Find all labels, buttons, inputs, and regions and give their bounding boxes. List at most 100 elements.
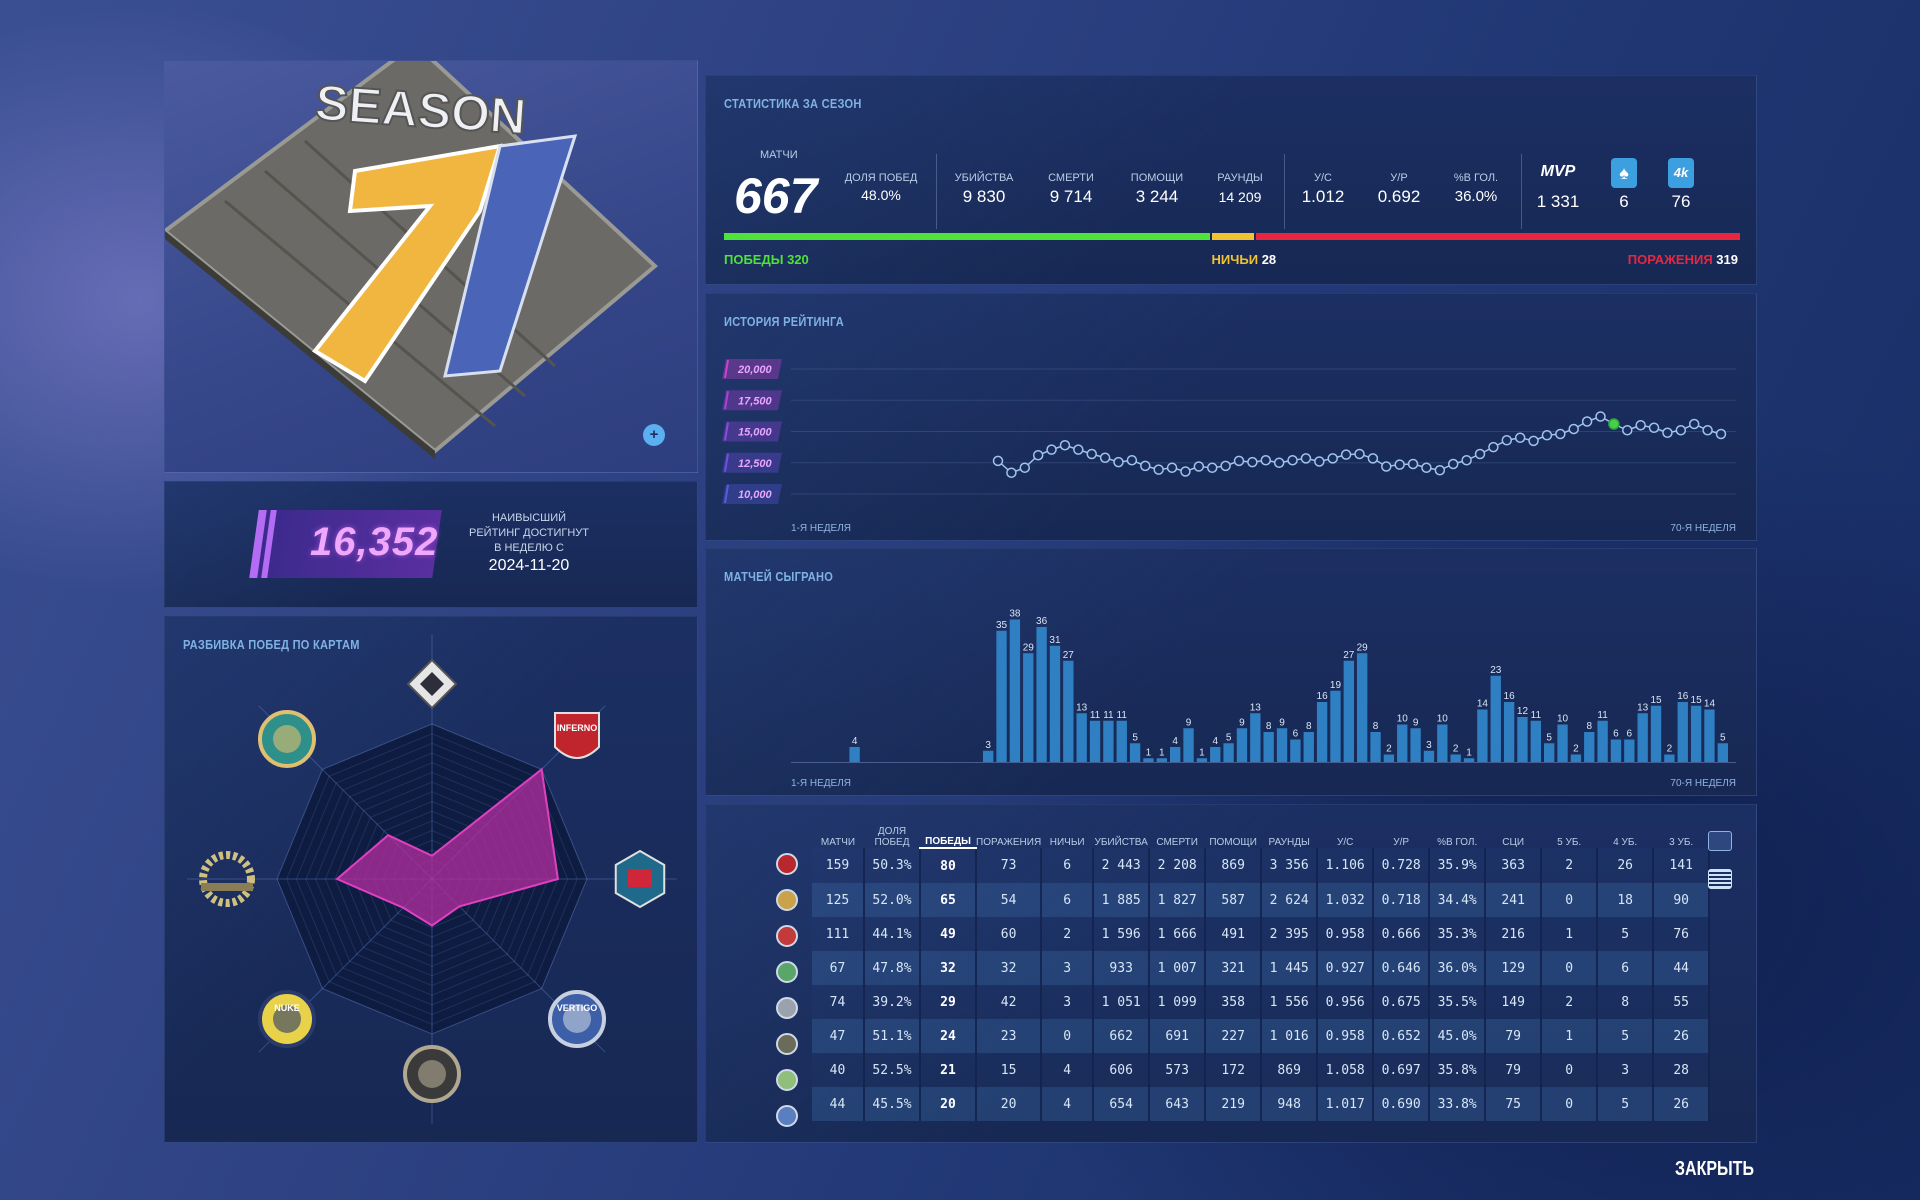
rating-point[interactable] <box>1648 422 1660 433</box>
matches-bar[interactable] <box>1103 720 1114 762</box>
matches-bar[interactable] <box>1677 702 1688 762</box>
rating-point[interactable] <box>1568 423 1579 435</box>
matches-bar[interactable] <box>1330 690 1341 762</box>
rating-point[interactable] <box>1662 427 1673 438</box>
matches-bar[interactable] <box>1490 675 1501 762</box>
matches-bar[interactable] <box>1570 754 1582 763</box>
matches-bar[interactable] <box>1370 732 1381 762</box>
matches-bar[interactable] <box>1597 720 1608 762</box>
rating-point[interactable] <box>1340 449 1352 460</box>
rating-point[interactable] <box>1059 440 1071 451</box>
column-header[interactable]: 3 УБ. <box>1669 837 1694 848</box>
rating-point[interactable] <box>1247 456 1258 468</box>
column-header[interactable]: 4 УБ. <box>1613 837 1638 848</box>
rating-point[interactable] <box>992 455 1004 467</box>
table-row[interactable]: 47 51.1% 24 23 0 662 691 227 1 016 0.958 0.652 45.0… <box>812 1019 1711 1053</box>
matches-bar[interactable] <box>983 750 994 762</box>
matches-bar[interactable] <box>1009 619 1021 763</box>
matches-bar[interactable] <box>1263 732 1274 762</box>
matches-bar[interactable] <box>1076 713 1087 762</box>
rating-point[interactable] <box>1461 455 1472 466</box>
column-header[interactable]: ПОРАЖЕНИЯ <box>976 837 1042 848</box>
table-row[interactable]: 111 44.1% 49 60 2 1 596 1 666 491 2 395 0.958 0.66… <box>812 917 1711 951</box>
matches-bar[interactable] <box>1717 743 1728 762</box>
matches-bar[interactable] <box>1210 747 1221 762</box>
rating-point[interactable] <box>1501 435 1513 446</box>
rating-point[interactable] <box>1581 416 1593 427</box>
rating-point[interactable] <box>1314 456 1325 467</box>
rating-point[interactable] <box>1434 465 1446 476</box>
matches-bar[interactable] <box>1143 758 1154 762</box>
rating-point[interactable] <box>1622 425 1633 436</box>
table-row[interactable]: 74 39.2% 29 42 3 1 051 1 099 358 1 556 0.956 0.675… <box>812 985 1711 1019</box>
column-header[interactable]: РАУНДЫ <box>1268 837 1310 848</box>
matches-bar[interactable] <box>1517 717 1528 762</box>
rating-point[interactable] <box>1113 456 1124 468</box>
rating-point[interactable] <box>1447 458 1459 470</box>
rating-point[interactable] <box>1233 455 1245 467</box>
rating-point[interactable] <box>1166 462 1178 473</box>
column-header[interactable]: У/С <box>1336 837 1354 848</box>
matches-bar[interactable] <box>1036 627 1047 762</box>
matches-bar[interactable] <box>1557 724 1568 763</box>
rating-point[interactable] <box>1153 464 1164 475</box>
matches-bar[interactable] <box>1544 743 1555 762</box>
rating-point[interactable] <box>1099 452 1111 463</box>
rating-point[interactable] <box>1019 462 1031 473</box>
matches-bar[interactable] <box>1450 754 1461 763</box>
rating-point[interactable] <box>1046 444 1057 455</box>
rating-point[interactable] <box>1300 453 1312 464</box>
matches-bar[interactable] <box>996 630 1007 762</box>
rating-point[interactable] <box>1702 425 1713 436</box>
matches-bar[interactable] <box>1316 702 1328 762</box>
rating-point[interactable] <box>1006 467 1017 478</box>
rating-point[interactable] <box>1715 428 1727 440</box>
rating-point[interactable] <box>1675 425 1687 436</box>
matches-bar[interactable] <box>1477 709 1488 763</box>
rating-point[interactable] <box>1086 448 1097 460</box>
table-row[interactable]: 44 45.5% 20 20 4 654 643 219 948 1.017 0.690 33.8% 7… <box>812 1087 1711 1121</box>
close-button[interactable]: ЗАКРЫТЬ <box>1675 1158 1754 1180</box>
table-row[interactable]: 159 50.3% 80 73 6 2 443 2 208 869 3 356 1.106 0.72… <box>812 848 1711 883</box>
rating-point[interactable] <box>1193 461 1205 472</box>
matches-bar[interactable] <box>1530 720 1541 762</box>
column-header[interactable]: НИЧЬИ <box>1049 837 1085 848</box>
column-header[interactable]: МАТЧИ <box>820 837 856 848</box>
matches-bar[interactable] <box>1664 754 1675 763</box>
rating-point[interactable] <box>1140 460 1151 472</box>
rating-point-peak[interactable] <box>1608 418 1620 430</box>
matches-bar[interactable] <box>1610 739 1622 763</box>
compact-view-button[interactable] <box>1708 831 1732 851</box>
matches-bar[interactable] <box>1650 705 1662 762</box>
matches-bar[interactable] <box>1156 758 1167 762</box>
column-header[interactable]: СМЕРТИ <box>1156 837 1198 848</box>
matches-bar[interactable] <box>1290 739 1301 763</box>
table-row[interactable]: 67 47.8% 32 32 3 933 1 007 321 1 445 0.927 0.646 36… <box>812 951 1711 985</box>
matches-bar[interactable] <box>1397 724 1408 763</box>
matches-bar[interactable] <box>1357 653 1368 762</box>
rating-point[interactable] <box>1541 430 1553 441</box>
rating-point[interactable] <box>1688 418 1700 430</box>
matches-bar[interactable] <box>1236 728 1248 762</box>
rating-point[interactable] <box>1273 457 1285 468</box>
column-header[interactable]: УБИЙСТВА <box>1094 837 1148 848</box>
rating-point[interactable] <box>1180 466 1191 477</box>
matches-bar[interactable] <box>1196 758 1208 762</box>
rating-point[interactable] <box>1073 444 1084 455</box>
rating-point[interactable] <box>1206 462 1218 473</box>
matches-bar[interactable] <box>1170 747 1181 762</box>
matches-bar[interactable] <box>849 747 860 762</box>
column-header[interactable]: СЦИ <box>1502 837 1525 848</box>
matches-bar[interactable] <box>1343 660 1354 762</box>
matches-bar[interactable] <box>1437 724 1448 763</box>
matches-bar[interactable] <box>1410 728 1421 762</box>
rating-point[interactable] <box>1126 455 1138 466</box>
rating-point[interactable] <box>1488 441 1499 453</box>
matches-bar[interactable] <box>1183 728 1194 762</box>
table-row[interactable]: 125 52.0% 65 54 6 1 885 1 827 587 2 624 1.032 0.71… <box>812 883 1711 917</box>
column-header[interactable]: ПОБЕДЫ <box>920 825 976 849</box>
matches-bar[interactable] <box>1276 728 1288 762</box>
rating-point[interactable] <box>1595 411 1606 422</box>
zoom-icon[interactable]: + <box>643 424 665 446</box>
rating-point[interactable] <box>1327 453 1338 464</box>
